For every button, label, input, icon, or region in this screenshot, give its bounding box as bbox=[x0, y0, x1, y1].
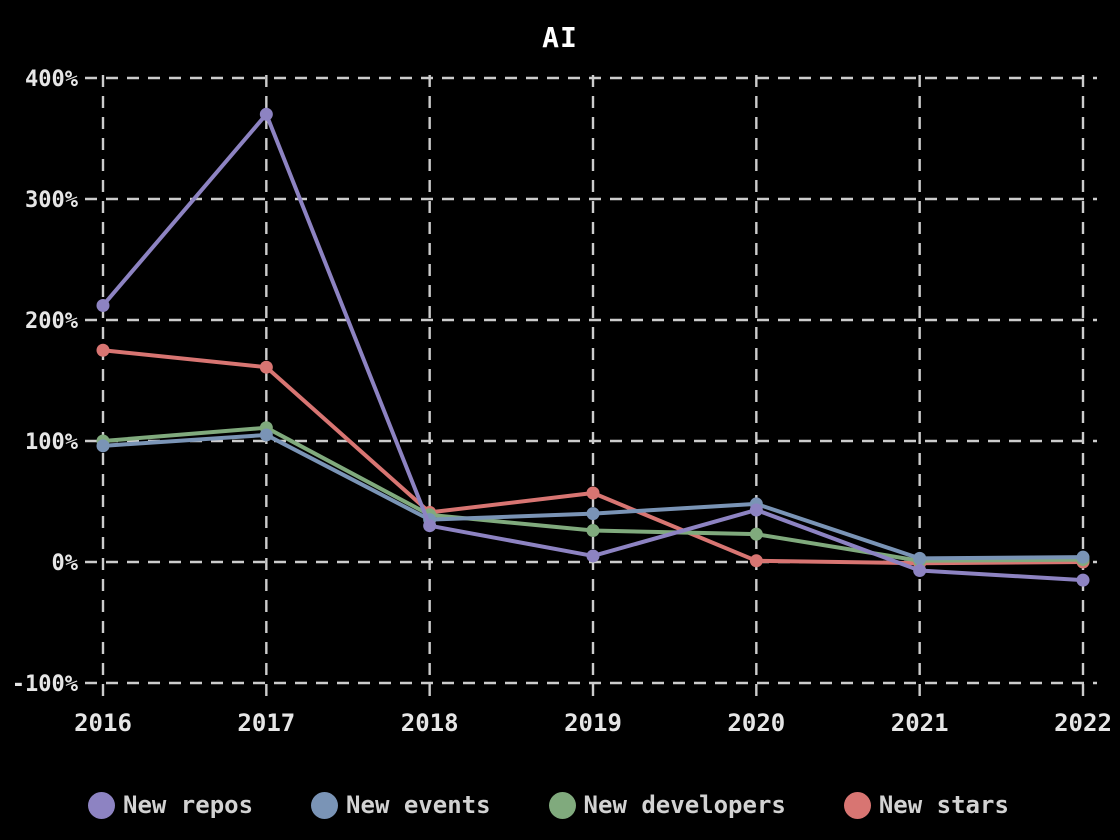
data-point-new-stars-2020 bbox=[749, 554, 763, 568]
legend-item-new-stars[interactable]: New stars bbox=[843, 791, 1009, 819]
data-point-new-developers-2019 bbox=[586, 524, 600, 538]
data-point-new-repos-2019 bbox=[586, 549, 600, 563]
x-axis-tick-label: 2018 bbox=[401, 709, 459, 737]
x-axis-tick-label: 2022 bbox=[1054, 709, 1112, 737]
data-point-new-events-2016 bbox=[96, 439, 110, 453]
legend-label: New repos bbox=[123, 791, 254, 819]
legend-label: New developers bbox=[583, 791, 786, 819]
x-axis-tick-label: 2017 bbox=[237, 709, 295, 737]
data-point-new-repos-2017 bbox=[259, 107, 273, 121]
y-axis-tick-label: 400% bbox=[25, 67, 79, 92]
data-point-new-repos-2021 bbox=[913, 563, 927, 577]
data-point-new-developers-2020 bbox=[749, 527, 763, 541]
legend: New repos New events New developers New sta… bbox=[88, 791, 1009, 819]
chart-title: AI bbox=[542, 21, 578, 54]
legend-swatch-icon bbox=[88, 791, 115, 819]
data-point-new-stars-2016 bbox=[96, 343, 110, 357]
x-axis-tick-label: 2016 bbox=[74, 709, 132, 737]
data-point-new-events-2021 bbox=[913, 551, 927, 565]
legend-item-new-repos[interactable]: New repos bbox=[88, 791, 253, 819]
y-axis-tick-label: -100% bbox=[12, 672, 79, 697]
x-axis-tick-label: 2021 bbox=[891, 709, 949, 737]
data-point-new-events-2017 bbox=[259, 428, 273, 442]
data-point-new-events-2022 bbox=[1076, 550, 1090, 564]
legend-label: New stars bbox=[878, 791, 1009, 819]
data-point-new-repos-2020 bbox=[749, 503, 763, 517]
legend-swatch-icon bbox=[311, 791, 339, 819]
y-axis-tick-label: 100% bbox=[25, 430, 79, 455]
y-axis-tick-label: 300% bbox=[25, 188, 79, 213]
legend-label: New events bbox=[346, 791, 491, 819]
legend-swatch-icon bbox=[548, 791, 576, 819]
data-point-new-repos-2022 bbox=[1076, 573, 1090, 587]
x-axis-tick-label: 2019 bbox=[564, 709, 622, 737]
legend-item-new-developers[interactable]: New developers bbox=[548, 791, 786, 819]
legend-swatch-icon bbox=[843, 791, 871, 819]
data-point-new-repos-2018 bbox=[423, 519, 437, 533]
x-axis-tick-label: 2020 bbox=[727, 709, 785, 737]
data-point-new-stars-2019 bbox=[586, 486, 600, 500]
legend-item-new-events[interactable]: New events bbox=[311, 791, 491, 819]
y-axis-tick-label: 200% bbox=[25, 309, 79, 334]
data-point-new-stars-2017 bbox=[259, 360, 273, 374]
data-point-new-events-2019 bbox=[586, 507, 600, 521]
y-axis-tick-label: 0% bbox=[52, 551, 79, 576]
data-point-new-repos-2016 bbox=[96, 298, 110, 312]
